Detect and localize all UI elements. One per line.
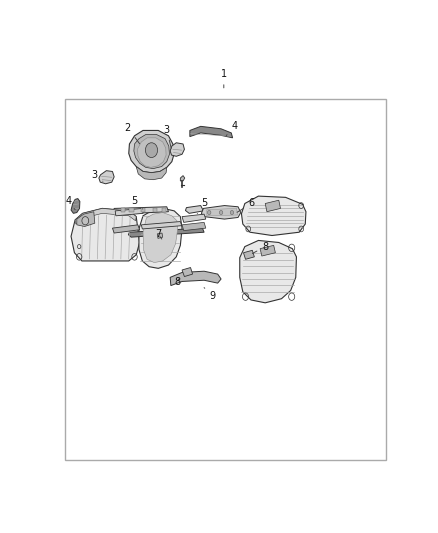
Text: 3: 3: [164, 125, 171, 148]
Polygon shape: [153, 208, 157, 212]
Polygon shape: [71, 208, 140, 261]
Text: 8: 8: [252, 241, 268, 254]
Polygon shape: [128, 228, 204, 237]
Text: 2: 2: [124, 123, 140, 144]
Polygon shape: [201, 206, 241, 219]
Polygon shape: [138, 138, 166, 167]
Polygon shape: [185, 206, 203, 213]
Circle shape: [145, 143, 158, 158]
Polygon shape: [240, 240, 297, 303]
Polygon shape: [113, 207, 169, 214]
Text: 4: 4: [226, 120, 238, 136]
Polygon shape: [170, 271, 221, 286]
Text: 5: 5: [131, 197, 143, 209]
Polygon shape: [121, 208, 125, 212]
Text: 4: 4: [65, 197, 75, 209]
Polygon shape: [244, 251, 254, 260]
Polygon shape: [134, 134, 170, 168]
Polygon shape: [182, 214, 206, 222]
Circle shape: [219, 211, 223, 215]
Polygon shape: [182, 268, 193, 277]
Circle shape: [82, 216, 88, 225]
Polygon shape: [71, 199, 80, 213]
Polygon shape: [75, 208, 136, 224]
Circle shape: [230, 211, 233, 215]
Polygon shape: [115, 208, 143, 216]
Polygon shape: [141, 208, 145, 212]
Text: 9: 9: [204, 288, 215, 301]
Polygon shape: [162, 208, 166, 212]
FancyBboxPatch shape: [65, 99, 386, 460]
Polygon shape: [136, 166, 167, 180]
Polygon shape: [77, 212, 95, 227]
Text: 8: 8: [174, 277, 180, 287]
Polygon shape: [141, 222, 182, 229]
Polygon shape: [130, 208, 134, 212]
Polygon shape: [129, 131, 174, 173]
Polygon shape: [139, 208, 182, 268]
Polygon shape: [170, 143, 184, 156]
Text: 6: 6: [237, 198, 254, 212]
Polygon shape: [180, 175, 185, 181]
Circle shape: [208, 211, 211, 215]
Polygon shape: [143, 213, 178, 263]
Polygon shape: [99, 171, 114, 184]
Polygon shape: [113, 225, 140, 233]
Polygon shape: [190, 126, 233, 138]
Polygon shape: [207, 208, 237, 216]
Polygon shape: [260, 245, 276, 256]
Polygon shape: [241, 196, 306, 236]
Polygon shape: [265, 200, 280, 212]
Text: 5: 5: [197, 198, 207, 214]
Polygon shape: [157, 233, 162, 238]
Text: 1: 1: [221, 69, 227, 88]
Text: 7: 7: [155, 229, 162, 239]
Text: 3: 3: [92, 170, 103, 181]
Polygon shape: [182, 222, 206, 231]
